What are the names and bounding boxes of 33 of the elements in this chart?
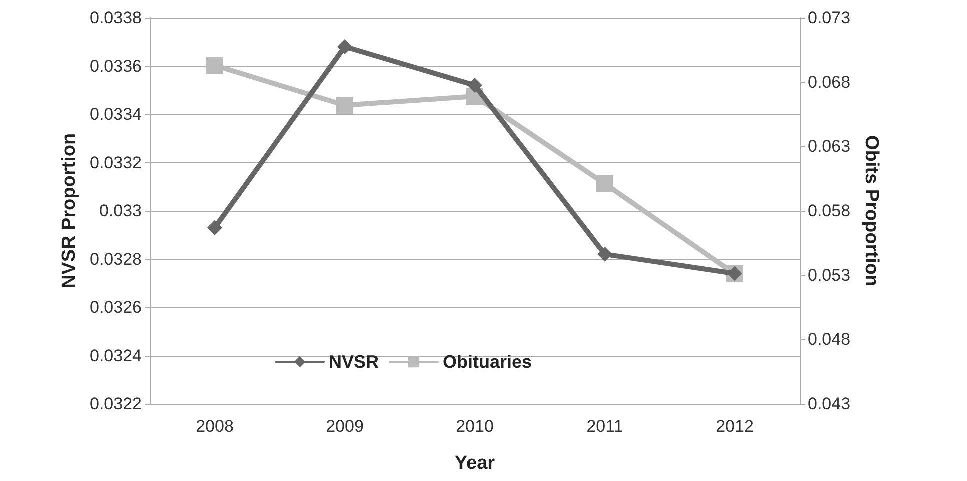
y-tick-label: 0.033 — [99, 202, 142, 220]
y2-tick-label: 0.063 — [808, 137, 851, 156]
y-axis-title: NVSR Proportion — [59, 133, 80, 289]
point — [596, 175, 614, 192]
x-tick-label: 2011 — [586, 417, 624, 436]
y-tick-label: 0.0334 — [90, 105, 142, 124]
y2-axis-title: Obits Proportion — [861, 136, 882, 286]
y2-tick-label: 0.058 — [808, 202, 851, 220]
y-tick-label: 0.0338 — [90, 8, 142, 28]
y2-tick-label: 0.043 — [808, 394, 851, 414]
point — [598, 246, 612, 262]
point — [336, 96, 354, 114]
point — [468, 78, 482, 94]
x-tick-label: 2009 — [326, 417, 364, 436]
y-tick-label: 0.0324 — [90, 346, 142, 366]
legend-label: Obituaries — [443, 352, 532, 372]
y-tick-label: 0.0326 — [90, 298, 142, 317]
y2-tick-label: 0.048 — [808, 330, 851, 350]
y-tick-label: 0.0336 — [90, 56, 142, 76]
legend-label: NVSR — [329, 352, 380, 372]
y-tick-label: 0.0328 — [90, 250, 142, 269]
point — [338, 39, 352, 54]
y2-tick-label: 0.053 — [808, 266, 851, 285]
x-tick-label: 2012 — [716, 417, 754, 436]
point — [206, 57, 224, 74]
x-tick-label: 2010 — [456, 417, 494, 436]
y-tick-label: 0.0322 — [90, 394, 142, 414]
x-tick-label: 2008 — [196, 417, 234, 436]
point — [208, 220, 222, 236]
y2-tick-label: 0.068 — [808, 72, 851, 92]
x-axis-title: Year — [454, 453, 496, 474]
y-tick-label: 0.0332 — [90, 153, 142, 172]
y2-tick-label: 0.073 — [808, 8, 851, 28]
